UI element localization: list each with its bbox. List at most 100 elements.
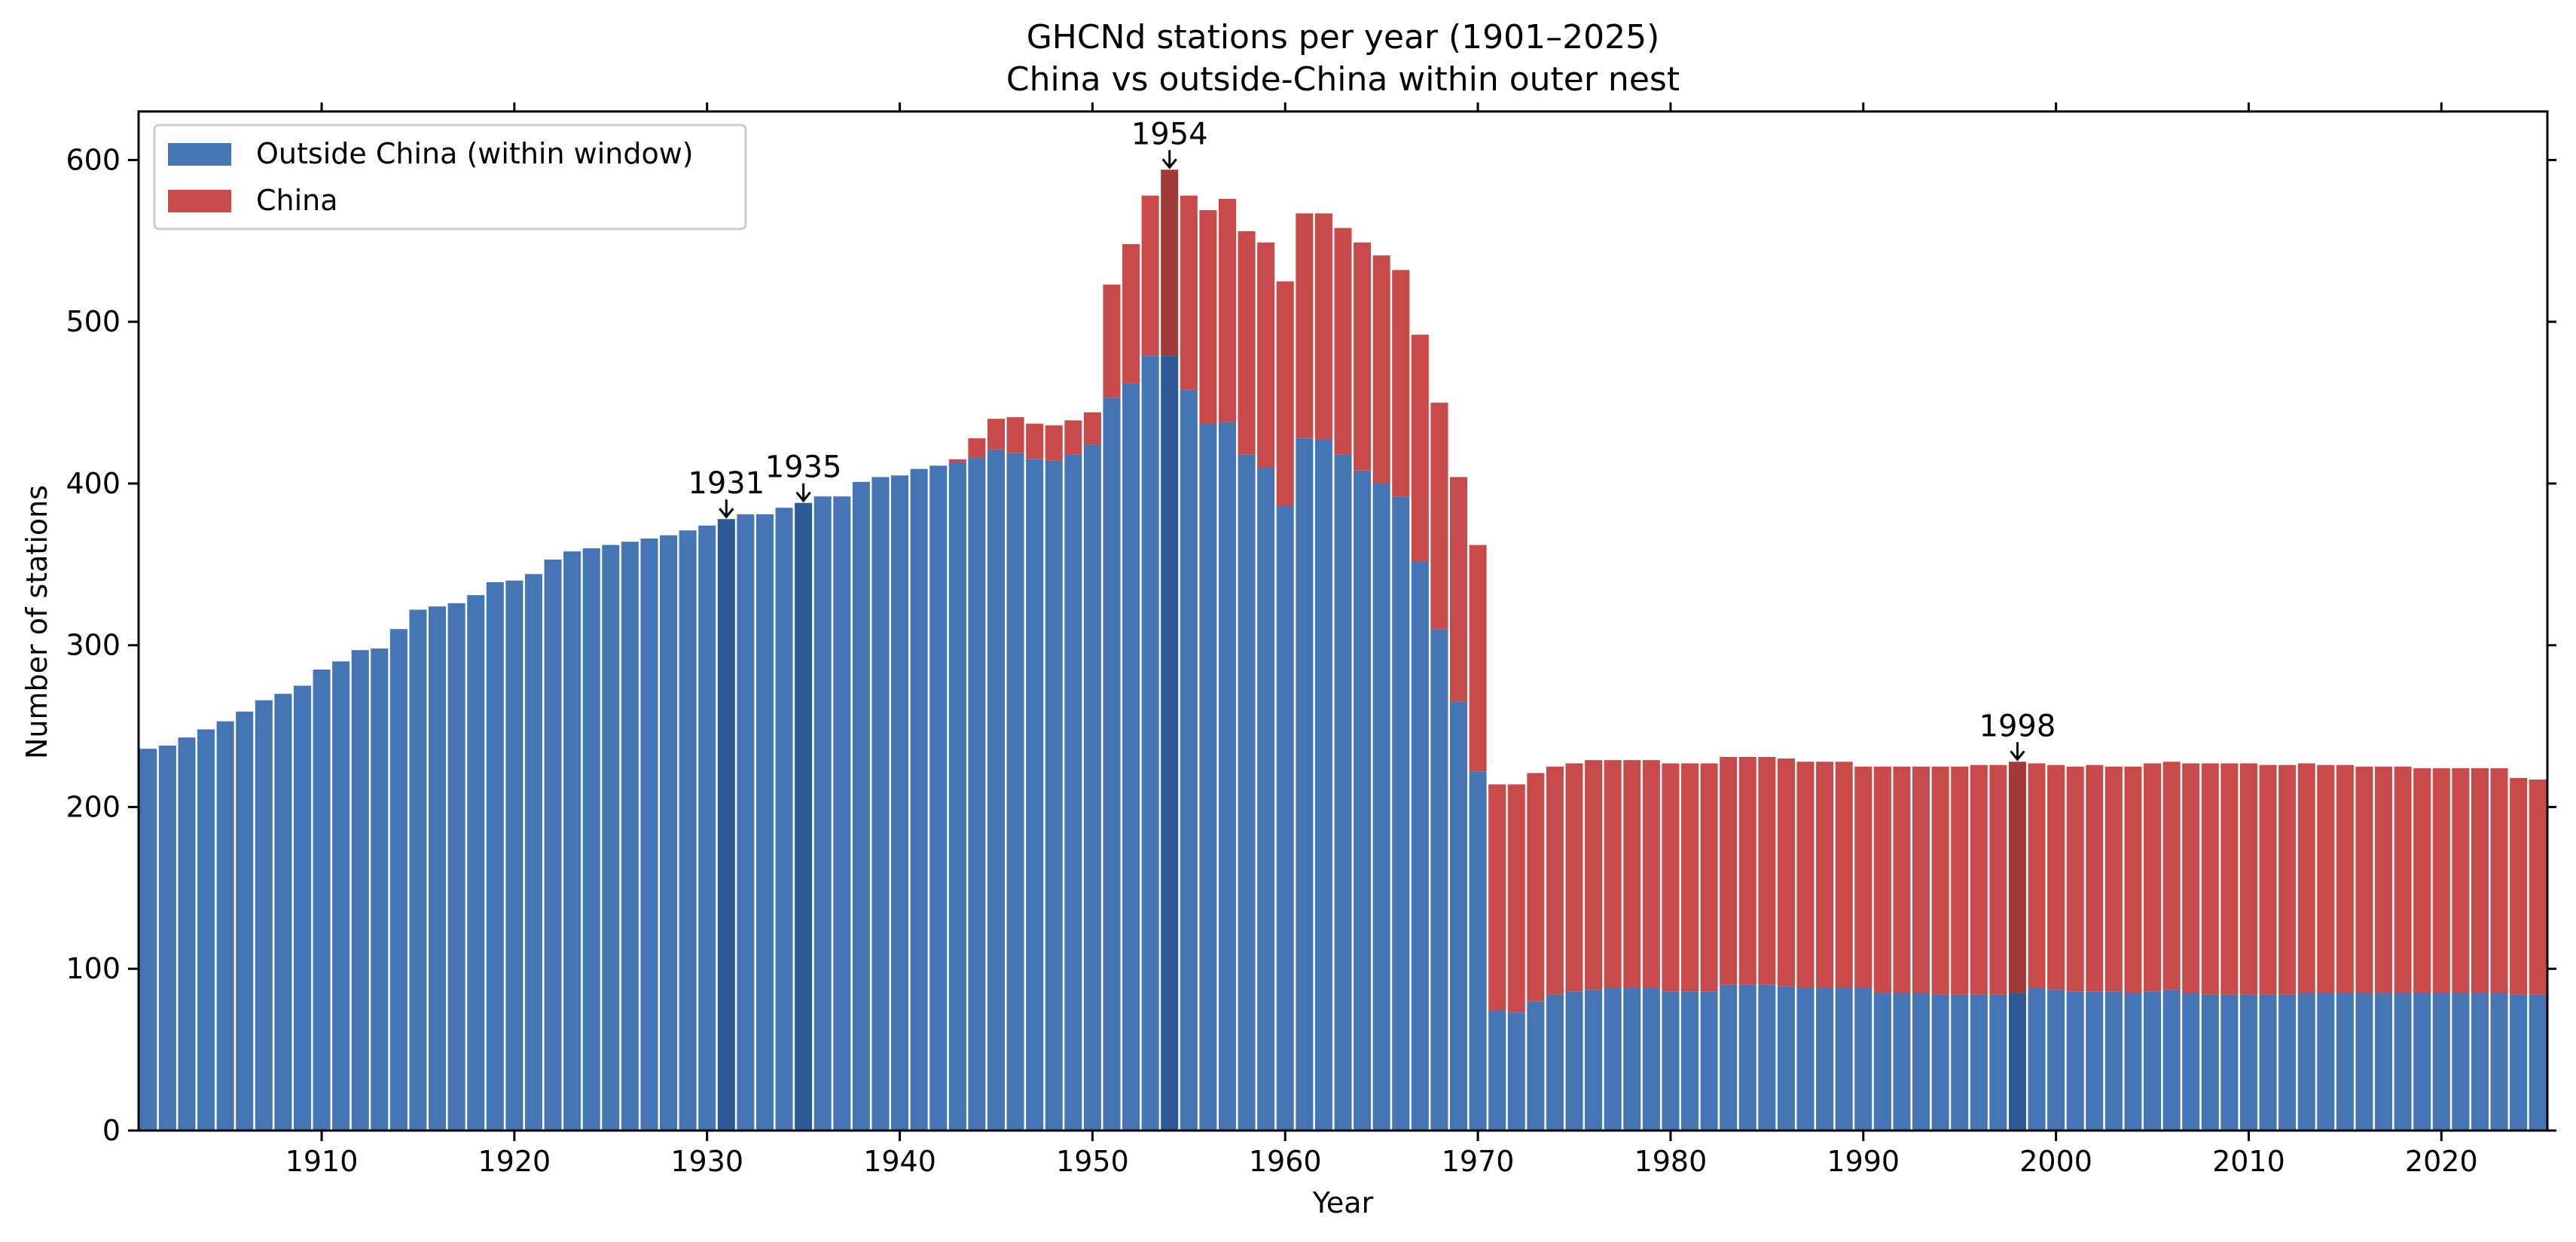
x-tick-label-1980: 1980: [1634, 1145, 1708, 1178]
bar-outside-china-1986: [1777, 986, 1795, 1131]
bar-outside-china-2016: [2355, 993, 2373, 1131]
bar-china-1943: [948, 459, 966, 463]
x-tick-label-1940: 1940: [863, 1145, 936, 1178]
bar-china-1962: [1314, 213, 1332, 440]
bar-china-1994: [1931, 766, 1949, 995]
bar-china-1992: [1893, 766, 1911, 993]
bar-outside-china-1979: [1642, 988, 1660, 1131]
bar-outside-china-1931: [717, 519, 735, 1131]
bar-outside-china-1920: [505, 580, 523, 1131]
bar-outside-china-1984: [1738, 984, 1757, 1131]
bar-china-2002: [2086, 764, 2104, 992]
bar-china-1977: [1604, 760, 1622, 989]
bar-outside-china-1928: [660, 535, 678, 1131]
bar-outside-china-2002: [2086, 991, 2104, 1131]
bar-china-1985: [1758, 756, 1776, 985]
bar-outside-china-1993: [1912, 993, 1930, 1131]
legend-box: [153, 124, 747, 230]
bar-outside-china-1947: [1026, 459, 1044, 1131]
bar-outside-china-1957: [1218, 422, 1237, 1131]
bar-china-2009: [2220, 763, 2239, 995]
bar-outside-china-2001: [2066, 991, 2084, 1131]
bar-outside-china-1939: [871, 477, 890, 1131]
bar-china-1957: [1218, 198, 1237, 423]
bar-outside-china-1976: [1585, 990, 1603, 1131]
bar-china-1946: [1006, 417, 1024, 453]
bar-outside-china-1963: [1334, 454, 1352, 1131]
bar-outside-china-1954: [1161, 356, 1179, 1131]
legend-swatch-china: [168, 190, 231, 212]
bar-outside-china-1914: [389, 629, 407, 1131]
bar-outside-china-1964: [1354, 470, 1372, 1131]
bar-outside-china-2006: [2162, 990, 2181, 1131]
bar-outside-china-2021: [2452, 993, 2470, 1131]
bar-china-1997: [1989, 764, 2007, 995]
y-axis-label: Number of stations: [20, 485, 53, 759]
bar-china-2000: [2047, 764, 2065, 990]
bar-china-2010: [2239, 763, 2257, 995]
bar-china-1970: [1469, 545, 1487, 772]
bar-china-1999: [2028, 763, 2046, 989]
bar-outside-china-1927: [640, 538, 658, 1131]
bar-outside-china-1961: [1296, 438, 1314, 1131]
bar-china-1987: [1796, 761, 1814, 989]
bar-outside-china-1981: [1680, 991, 1699, 1131]
bar-outside-china-1950: [1083, 444, 1101, 1131]
bar-china-1951: [1103, 284, 1121, 398]
x-tick-label-2010: 2010: [2212, 1145, 2285, 1178]
bar-china-1979: [1642, 760, 1660, 989]
bar-outside-china-1941: [910, 468, 928, 1131]
bar-outside-china-1989: [1835, 988, 1853, 1131]
bar-china-2024: [2510, 777, 2528, 995]
bar-outside-china-2010: [2239, 994, 2257, 1131]
bar-outside-china-1951: [1103, 398, 1121, 1131]
bar-outside-china-1983: [1720, 984, 1738, 1131]
bar-china-2022: [2471, 767, 2489, 993]
bar-outside-china-1992: [1893, 993, 1911, 1131]
bar-outside-china-1909: [293, 685, 311, 1131]
bar-outside-china-1923: [563, 551, 581, 1131]
bar-outside-china-1996: [1970, 994, 1988, 1131]
x-tick-label-1960: 1960: [1249, 1145, 1322, 1178]
bar-outside-china-1973: [1527, 1001, 1545, 1131]
bar-outside-china-1922: [544, 559, 562, 1131]
bar-outside-china-2003: [2104, 991, 2123, 1131]
x-axis-label: Year: [1312, 1186, 1374, 1219]
bar-outside-china-2024: [2510, 994, 2528, 1131]
bar-outside-china-1940: [891, 475, 909, 1131]
bar-outside-china-1945: [987, 449, 1006, 1131]
bar-china-1978: [1623, 760, 1641, 989]
bar-outside-china-1982: [1700, 991, 1718, 1131]
bar-china-2021: [2452, 767, 2470, 993]
bar-outside-china-1905: [216, 721, 234, 1131]
bar-outside-china-1969: [1449, 701, 1468, 1131]
bar-china-2005: [2144, 763, 2162, 992]
annotations-group: 1931 1935 1954 1998: [688, 117, 2056, 761]
bar-china-1952: [1122, 244, 1140, 383]
y-tick-label-600: 600: [66, 143, 121, 176]
bar-outside-china-1904: [197, 729, 215, 1131]
bar-china-1948: [1045, 425, 1063, 461]
annotation-label-1931: 1931: [688, 466, 765, 501]
legend: Outside China (within window) China: [153, 124, 747, 230]
bar-outside-china-1997: [1989, 994, 2007, 1131]
annotation-label-1935: 1935: [765, 450, 842, 485]
x-tick-label-1930: 1930: [670, 1145, 743, 1178]
bar-outside-china-1932: [737, 514, 755, 1131]
bar-outside-china-2000: [2047, 990, 2065, 1131]
bars-group: [139, 169, 2547, 1131]
bar-china-1965: [1372, 255, 1390, 484]
bar-china-1969: [1449, 477, 1468, 702]
bar-outside-china-1915: [409, 609, 427, 1131]
bar-china-1967: [1411, 334, 1429, 562]
legend-label-china: China: [256, 184, 338, 217]
bar-china-1949: [1064, 420, 1082, 455]
y-tick-label-300: 300: [66, 629, 121, 662]
bar-outside-china-1901: [139, 749, 157, 1131]
bar-china-2019: [2413, 767, 2431, 993]
annotation-arrow-head-1998: [2010, 750, 2025, 761]
bar-china-2020: [2432, 767, 2450, 993]
bar-outside-china-1929: [679, 530, 697, 1131]
